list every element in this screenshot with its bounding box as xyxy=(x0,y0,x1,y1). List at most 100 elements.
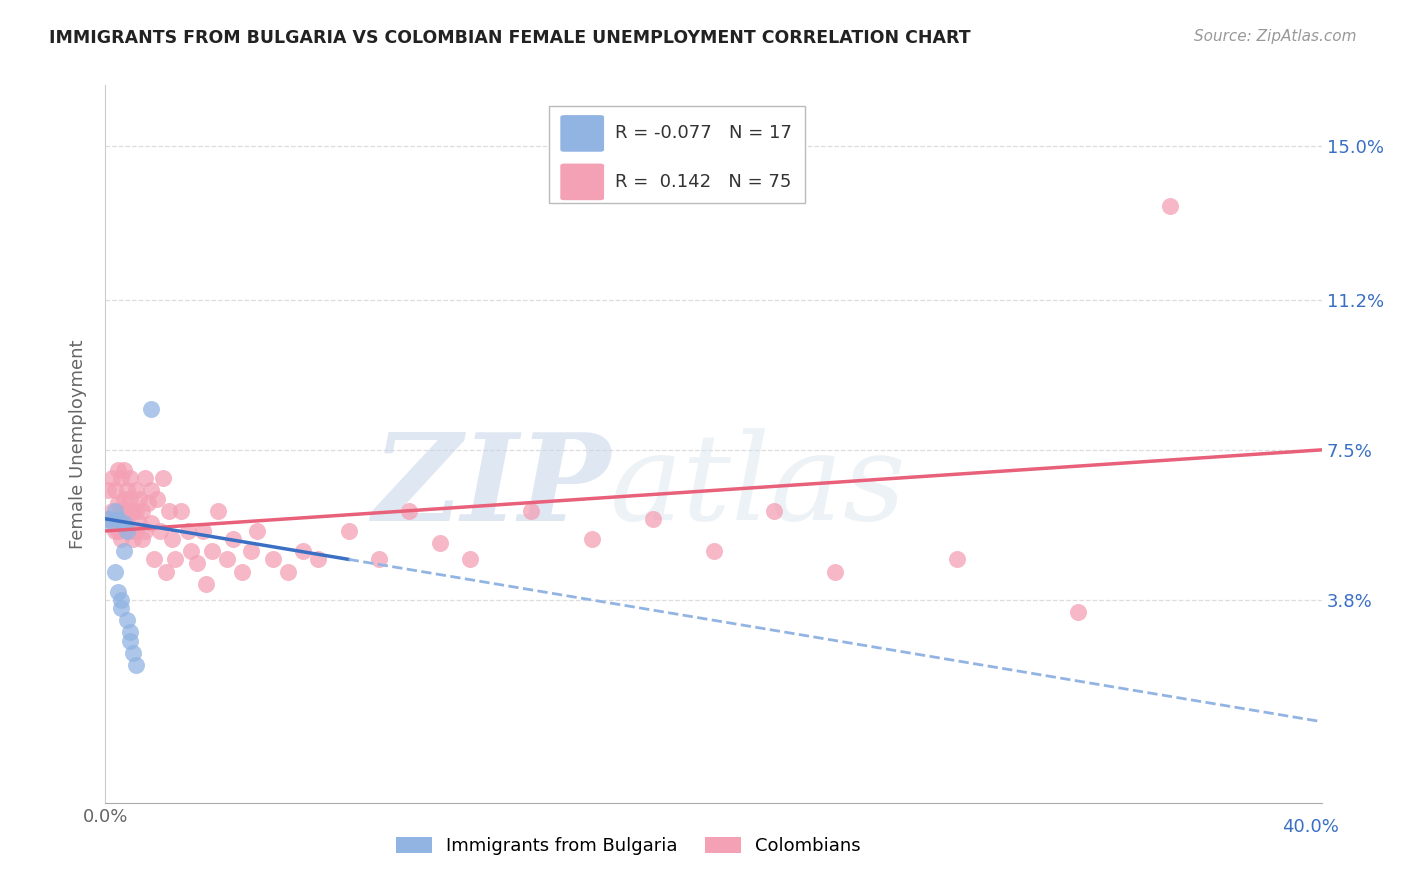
Point xyxy=(458,552,481,566)
Point xyxy=(125,524,148,538)
Point xyxy=(121,646,143,660)
Point xyxy=(110,593,132,607)
Point xyxy=(112,463,135,477)
Point xyxy=(118,625,141,640)
Point xyxy=(112,516,135,530)
Point xyxy=(128,516,150,530)
Point xyxy=(139,402,162,417)
Point xyxy=(217,552,239,566)
Point xyxy=(152,471,174,485)
Point xyxy=(128,491,150,506)
Point xyxy=(368,552,391,566)
Point xyxy=(165,552,187,566)
Point xyxy=(131,504,153,518)
Point xyxy=(702,544,725,558)
Point xyxy=(824,565,846,579)
Point xyxy=(139,516,162,530)
Point xyxy=(641,512,664,526)
Point xyxy=(97,512,120,526)
Point xyxy=(262,552,284,566)
Point xyxy=(110,601,132,615)
Point xyxy=(107,463,129,477)
Text: 40.0%: 40.0% xyxy=(1282,818,1339,836)
Point xyxy=(100,516,122,530)
Point xyxy=(112,544,135,558)
Point xyxy=(118,633,141,648)
Point xyxy=(246,524,269,538)
Point xyxy=(176,524,198,538)
Point xyxy=(110,532,132,546)
Point xyxy=(307,552,329,566)
Point xyxy=(107,524,129,538)
FancyBboxPatch shape xyxy=(561,115,605,152)
Point xyxy=(292,544,315,558)
Point xyxy=(149,524,172,538)
Point xyxy=(112,516,135,530)
Point xyxy=(157,504,180,518)
Point xyxy=(125,483,148,498)
Point xyxy=(100,471,122,485)
Text: Source: ZipAtlas.com: Source: ZipAtlas.com xyxy=(1194,29,1357,44)
Text: R = -0.077   N = 17: R = -0.077 N = 17 xyxy=(614,124,792,143)
Legend: Immigrants from Bulgaria, Colombians: Immigrants from Bulgaria, Colombians xyxy=(388,830,869,862)
Y-axis label: Female Unemployment: Female Unemployment xyxy=(69,339,87,549)
Point xyxy=(121,504,143,518)
Point xyxy=(115,483,138,498)
Point xyxy=(398,504,420,518)
Point xyxy=(115,504,138,518)
Point xyxy=(103,565,125,579)
Point xyxy=(1067,605,1090,619)
Point xyxy=(118,491,141,506)
Point xyxy=(231,565,253,579)
Text: IMMIGRANTS FROM BULGARIA VS COLOMBIAN FEMALE UNEMPLOYMENT CORRELATION CHART: IMMIGRANTS FROM BULGARIA VS COLOMBIAN FE… xyxy=(49,29,970,46)
Point xyxy=(136,495,159,509)
Text: ZIP: ZIP xyxy=(373,427,610,546)
Point xyxy=(945,552,967,566)
Point xyxy=(201,544,224,558)
Point xyxy=(131,532,153,546)
Point xyxy=(240,544,263,558)
Point xyxy=(107,512,129,526)
Point xyxy=(134,524,156,538)
Point xyxy=(103,504,125,518)
Point xyxy=(134,471,156,485)
Point xyxy=(143,552,166,566)
Point xyxy=(194,576,217,591)
Point xyxy=(139,483,162,498)
Point xyxy=(103,512,125,526)
Text: R =  0.142   N = 75: R = 0.142 N = 75 xyxy=(614,173,792,191)
Point xyxy=(103,524,125,538)
Point xyxy=(118,524,141,538)
FancyBboxPatch shape xyxy=(550,106,804,203)
Point xyxy=(581,532,603,546)
Point xyxy=(125,657,148,672)
Point xyxy=(222,532,245,546)
Point xyxy=(162,532,184,546)
Point xyxy=(191,524,214,538)
Text: atlas: atlas xyxy=(610,428,907,546)
Point xyxy=(186,557,208,571)
Point xyxy=(520,504,543,518)
Point xyxy=(115,524,138,538)
Point xyxy=(146,491,169,506)
Point xyxy=(1159,199,1181,213)
Point xyxy=(110,471,132,485)
Point xyxy=(112,491,135,506)
Point xyxy=(763,504,786,518)
Point xyxy=(121,532,143,546)
Point xyxy=(125,504,148,518)
Point xyxy=(180,544,202,558)
Point xyxy=(97,512,120,526)
Point xyxy=(118,471,141,485)
Point xyxy=(110,504,132,518)
Point xyxy=(115,613,138,627)
Point xyxy=(107,585,129,599)
Point xyxy=(100,504,122,518)
Point xyxy=(97,483,120,498)
Point xyxy=(337,524,360,538)
Point xyxy=(277,565,299,579)
Point xyxy=(170,504,193,518)
Point xyxy=(107,495,129,509)
Point xyxy=(155,565,177,579)
FancyBboxPatch shape xyxy=(561,163,605,200)
